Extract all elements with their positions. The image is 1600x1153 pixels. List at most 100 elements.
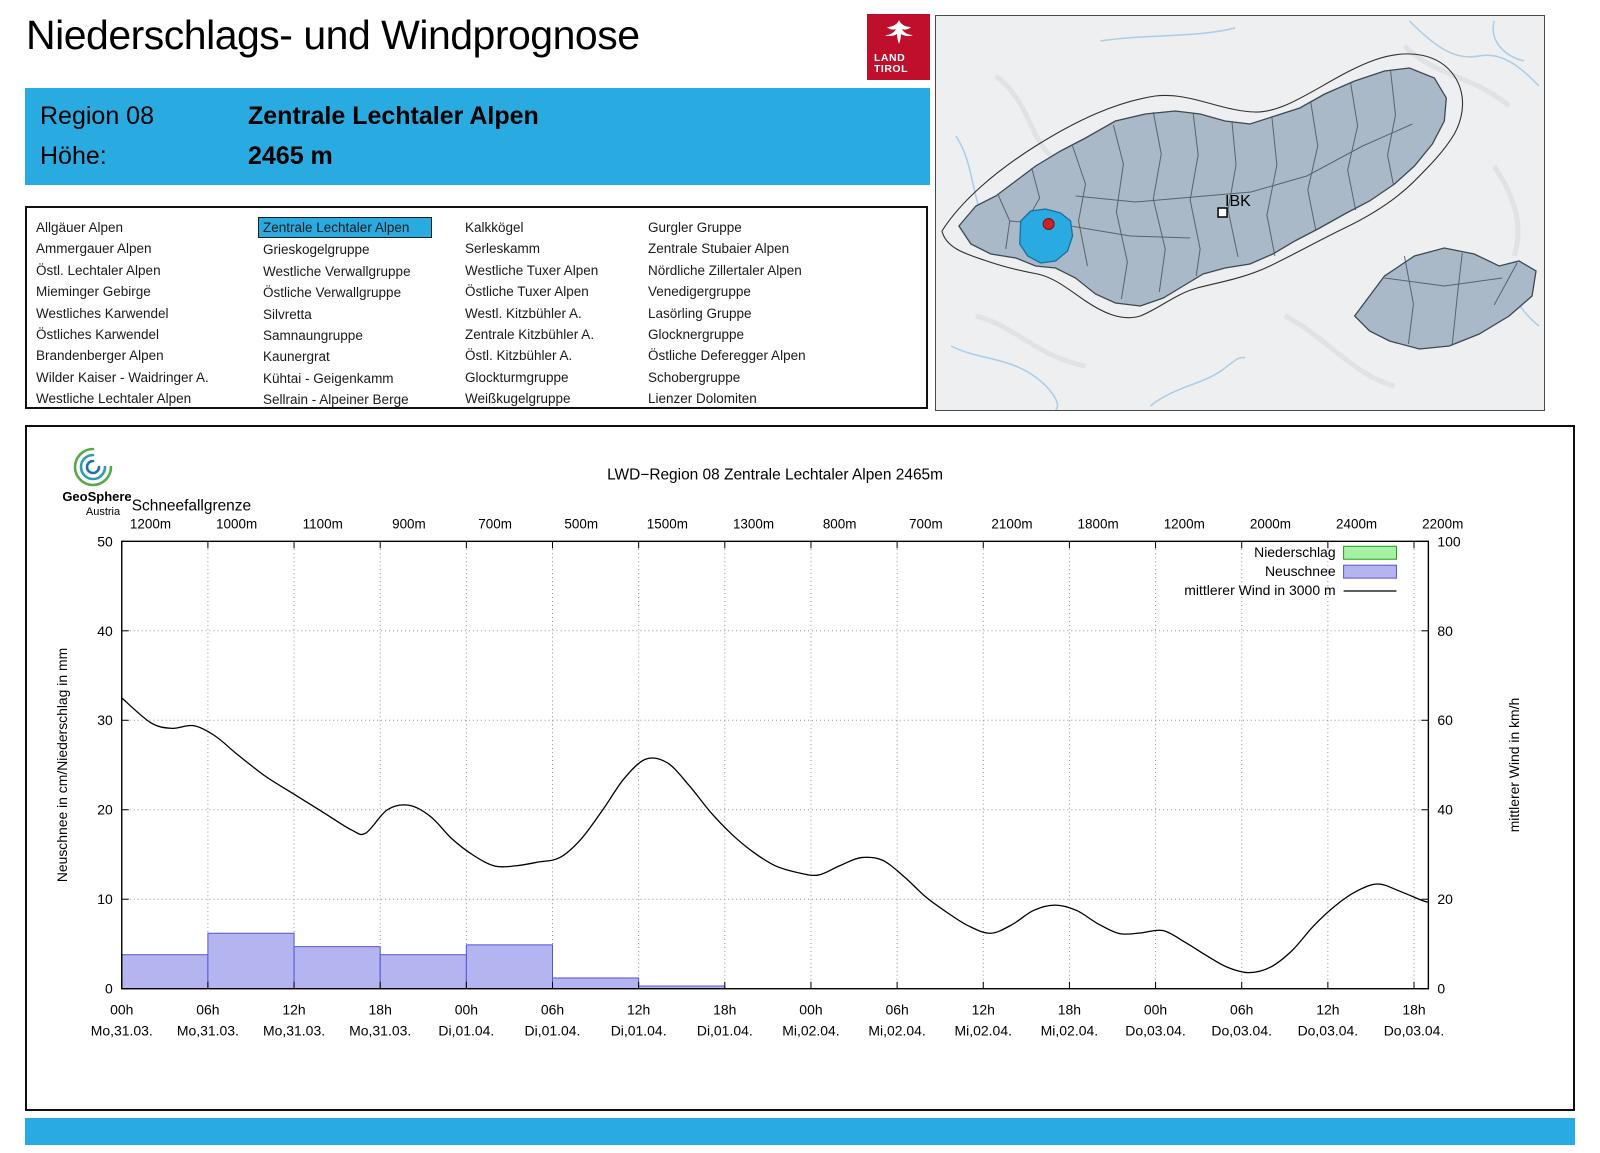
region-item[interactable]: Schobergruppe (648, 369, 741, 385)
neuschnee-bar (293, 946, 381, 990)
plot-frame (121, 540, 1430, 990)
snowline-value: 2400m (1336, 516, 1377, 531)
region-item[interactable]: Östliche Tuxer Alpen (465, 284, 589, 300)
region-item[interactable]: Brandenberger Alpen (36, 348, 164, 364)
x-tick-hour: 18h (1058, 1002, 1081, 1018)
legend-label: Neuschnee (1265, 563, 1336, 579)
region-item[interactable]: Östliche Deferegger Alpen (648, 348, 806, 364)
state-border (941, 53, 1464, 319)
region-header: Region 08 Zentrale Lechtaler Alpen Höhe:… (25, 88, 930, 185)
region-item[interactable]: Wilder Kaiser - Waidringer A. (36, 369, 209, 385)
legend-label: Niederschlag (1254, 544, 1335, 560)
region-item[interactable]: Serleskamm (465, 241, 541, 257)
y-right-tick-label: 40 (1437, 802, 1453, 818)
snowline-value: 800m (823, 516, 857, 531)
region-item[interactable]: Kaunergrat (263, 349, 330, 365)
region-item[interactable]: Sellrain - Alpeiner Berge (263, 392, 409, 408)
snowline-value: 700m (478, 516, 512, 531)
neuschnee-bar (552, 977, 640, 990)
x-tick-hour: 12h (282, 1002, 305, 1018)
region-item[interactable]: Östliches Karwendel (36, 327, 160, 343)
x-tick-date: Mo,31.03. (177, 1022, 239, 1038)
region-item[interactable]: Westliche Verwallgruppe (263, 263, 411, 279)
legend-label: mittlerer Wind in 3000 m (1184, 582, 1335, 598)
x-tick-date: Di,01.04. (525, 1022, 581, 1038)
x-tick-hour: 06h (196, 1002, 219, 1018)
y-left-tick-label: 0 (105, 981, 113, 997)
region-item[interactable]: Venedigergruppe (648, 284, 751, 300)
region-list-column: Gurgler Gruppe Zentrale Stubaier Alpen Nör… (648, 217, 926, 407)
region-item[interactable]: Ammergauer Alpen (36, 241, 152, 257)
x-tick-date: Mo,31.03. (91, 1022, 153, 1038)
region-item[interactable]: Kühtai - Geigenkamm (263, 370, 394, 386)
map-region-north-tirol[interactable] (958, 67, 1447, 307)
region-item[interactable]: Westl. Kitzbühler A. (465, 305, 582, 321)
region-item[interactable]: Westliches Karwendel (36, 305, 169, 321)
geosphere-country: Austria (86, 506, 121, 518)
snowline-value: 2200m (1422, 516, 1463, 531)
region-item[interactable]: Westliche Tuxer Alpen (465, 262, 599, 278)
region-item[interactable]: Gurgler Gruppe (648, 220, 742, 235)
region-item[interactable]: Lasörling Gruppe (648, 305, 752, 321)
grid (121, 541, 1429, 989)
region-item[interactable]: Zentrale Kitzbühler A. (465, 327, 595, 343)
y-right-tick-label: 0 (1437, 981, 1445, 997)
tirol-eagle-icon (884, 20, 913, 44)
geosphere-swirl-icon (73, 447, 113, 487)
x-tick-hour: 18h (1402, 1002, 1425, 1018)
neuschnee-bar (465, 944, 554, 990)
tirol-overview-map: IBK (935, 15, 1545, 411)
x-tick-date: Do,03.04. (1298, 1022, 1359, 1038)
x-tick-date: Mo,31.03. (349, 1022, 411, 1038)
region-item[interactable]: Östliche Verwallgruppe (263, 285, 402, 301)
altitude-value: 2465 m (248, 142, 333, 170)
x-tick-hour: 18h (713, 1002, 736, 1018)
region-item[interactable]: Kalkkögel (465, 220, 524, 235)
region-item[interactable]: Lienzer Dolomiten (648, 391, 757, 407)
y-left-tick-label: 30 (97, 712, 113, 728)
region-item[interactable]: Glocknergruppe (648, 327, 745, 343)
snowline-value: 700m (909, 516, 943, 531)
region-list-column: Allgäuer Alpen Ammergauer Alpen Östl. Lech… (36, 217, 263, 407)
region-item[interactable]: Westliche Lechtaler Alpen (36, 391, 192, 407)
region-item[interactable]: Nördliche Zillertaler Alpen (648, 262, 802, 278)
region-item[interactable]: Grieskogelgruppe (263, 242, 370, 258)
region-item[interactable]: Zentrale Stubaier Alpen (648, 241, 790, 257)
region-item[interactable]: Weißkugelgruppe (465, 391, 571, 407)
region-item[interactable]: Östl. Lechtaler Alpen (36, 262, 161, 278)
region-name: Zentrale Lechtaler Alpen (248, 102, 539, 130)
footer-bar (25, 1118, 1575, 1145)
region-borders (997, 69, 1518, 345)
page-title: Niederschlags- und Windprognose (26, 12, 640, 58)
region-item-selected[interactable]: Zentrale Lechtaler Alpen (258, 217, 433, 238)
snowline-value: 1200m (1164, 516, 1205, 531)
y-right-tick-label: 80 (1437, 623, 1453, 639)
region-item[interactable]: Glockturmgruppe (465, 369, 569, 385)
region-list: Allgäuer Alpen Ammergauer Alpen Östl. Lech… (25, 206, 928, 409)
region-item[interactable]: Östl. Kitzbühler A. (465, 348, 573, 364)
map-region-selected[interactable] (1019, 208, 1074, 264)
legend-swatch (1343, 545, 1397, 560)
y-left-tick-label: 10 (97, 891, 113, 907)
logo-line1: LAND (874, 52, 906, 64)
x-tick-date: Mi,02.04. (1041, 1022, 1098, 1038)
map-region-east-tirol[interactable] (1353, 247, 1537, 350)
snowline-label: Schneefallgrenze (132, 498, 251, 515)
x-tick-date: Mi,02.04. (782, 1022, 839, 1038)
wind-line (121, 697, 1429, 974)
snowline-value: 2100m (991, 516, 1032, 531)
region-item[interactable]: Silvretta (263, 306, 312, 322)
region-item[interactable]: Mieminger Gebirge (36, 284, 151, 300)
snowline-value: 1100m (303, 516, 343, 531)
region-item[interactable]: Allgäuer Alpen (36, 220, 124, 235)
region-item[interactable]: Samnaungruppe (263, 328, 363, 344)
x-tick-hour: 06h (541, 1002, 564, 1018)
precip-wind-chart: LWD−Region 08 Zentrale Lechtaler Alpen 2… (54, 467, 1522, 1039)
x-tick-hour: 00h (799, 1002, 822, 1018)
neuschnee-bar (379, 954, 467, 990)
forecast-chart: GeoSphere Austria LWD−Region 08 Zentrale… (25, 425, 1575, 1111)
x-tick-hour: 00h (455, 1002, 478, 1018)
y-right-axis-title: mittlerer Wind in km/h (1506, 698, 1522, 833)
snowline-value: 1500m (647, 516, 688, 531)
y-right-tick-label: 100 (1437, 533, 1461, 549)
